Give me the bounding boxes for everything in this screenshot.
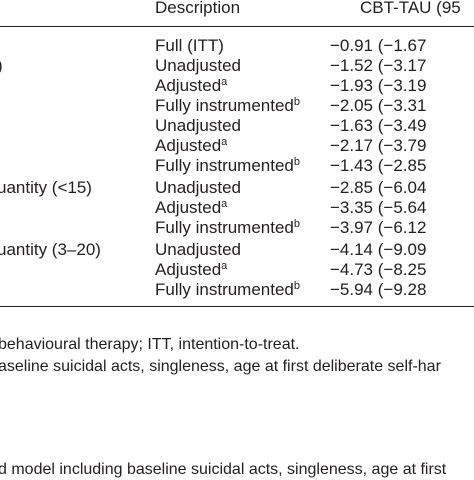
footnote-mark: b <box>293 218 301 230</box>
row-description: Unadjusted <box>155 178 241 198</box>
description-text: Full (ITT) <box>155 36 224 55</box>
description-text: Adjusted <box>155 136 222 155</box>
row-description: Unadjusted <box>155 116 241 136</box>
description-text: Fully instrumented <box>155 218 294 237</box>
row-description: Fully instrumentedb <box>155 156 300 176</box>
row-value: −2.05 (−3.31 <box>330 96 427 115</box>
row-value: −2.85 (−6.04 <box>330 178 427 197</box>
row-description: Fully instrumentedb <box>155 218 300 238</box>
footnote-mark: a <box>221 136 228 148</box>
row-description: Full (ITT) <box>155 36 224 56</box>
description-text: Unadjusted <box>155 56 242 75</box>
row-description: Adjusteda <box>155 76 227 96</box>
row-label: ) <box>0 56 3 76</box>
row-value: −3.97 (−6.12 <box>330 218 427 237</box>
row-label: uantity (3–20) <box>0 240 101 259</box>
row-description: Unadjusted <box>155 56 241 76</box>
footnote-mark: b <box>293 280 301 292</box>
row-value: −0.91 (−1.67 <box>330 36 427 55</box>
description-text: Unadjusted <box>155 116 242 135</box>
description-text: Adjusted <box>155 260 222 279</box>
row-value: −4.73 (−8.25 <box>330 260 427 279</box>
row-value: −2.17 (−3.79 <box>330 136 427 155</box>
row-value: −1.63 (−3.49 <box>330 116 427 135</box>
note: d model including baseline suicidal acts… <box>0 461 447 478</box>
footnote-mark: a <box>221 260 228 272</box>
header-description: Description <box>155 0 241 17</box>
bottom-rule <box>0 306 474 307</box>
description-text: Unadjusted <box>155 178 242 197</box>
note: aseline suicidal acts, singleness, age a… <box>0 358 441 375</box>
description-text: Fully instrumented <box>155 96 294 115</box>
row-value: −1.43 (−2.85 <box>330 156 427 175</box>
footnote-mark: b <box>293 96 301 108</box>
row-description: Fully instrumentedb <box>155 280 300 300</box>
description-text: Adjusted <box>155 76 222 95</box>
footnote-mark: a <box>221 76 228 88</box>
row-value: −1.93 (−3.19 <box>330 76 427 95</box>
row-description: Unadjusted <box>155 240 241 260</box>
description-text: Adjusted <box>155 198 222 217</box>
description-text: Unadjusted <box>155 240 242 259</box>
row-value: −1.52 (−3.17 <box>330 56 427 75</box>
description-text: Fully instrumented <box>155 280 294 299</box>
footnote-mark: a <box>221 198 228 210</box>
row-description: Adjusteda <box>155 136 227 156</box>
row-label: uantity (<15) <box>0 178 92 197</box>
row-value: −3.35 (−5.64 <box>330 198 427 217</box>
row-description: Adjusteda <box>155 198 227 218</box>
header-value: CBT-TAU (95 <box>360 0 461 17</box>
description-text: Fully instrumented <box>155 156 294 175</box>
note: behavioural therapy; ITT, intention-to-t… <box>0 336 300 353</box>
row-description: Fully instrumentedb <box>155 96 300 116</box>
header-rule <box>0 26 474 27</box>
footnote-mark: b <box>293 156 301 168</box>
row-description: Adjusteda <box>155 260 227 280</box>
row-value: −5.94 (−9.28 <box>330 280 427 299</box>
row-value: −4.14 (−9.09 <box>330 240 427 259</box>
